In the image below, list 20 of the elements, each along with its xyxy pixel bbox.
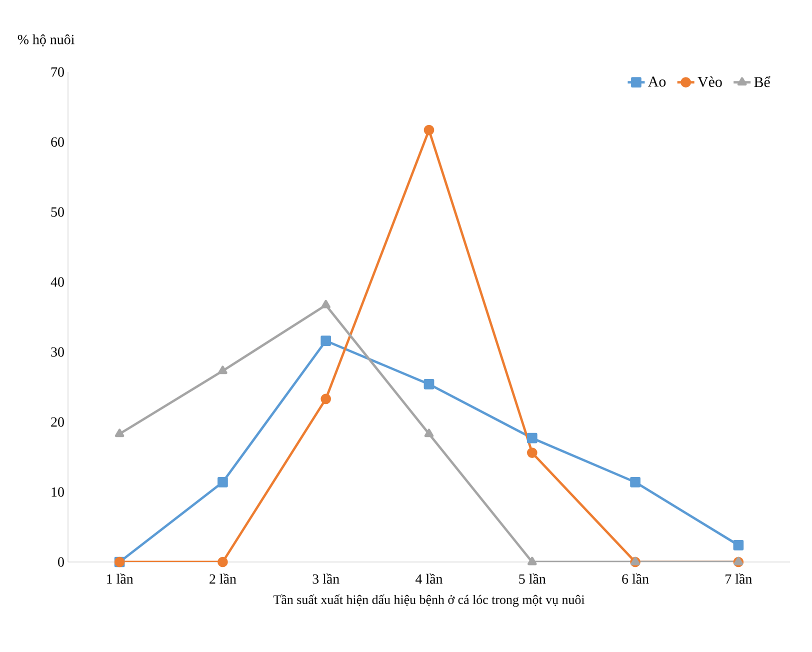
x-axis-title: Tần suất xuất hiện dấu hiệu bệnh ở cá lóc trong một vụ nuôi <box>273 594 585 607</box>
x-tick-label: 1 lần <box>107 573 134 584</box>
legend-label: Ao <box>648 76 666 87</box>
x-tick-label: 2 lần <box>210 573 236 584</box>
x-tick-label: 6 lần <box>622 573 649 584</box>
y-tick-label: 40 <box>50 277 64 287</box>
y-tick-label: 10 <box>52 487 64 497</box>
y-tick-label: 0 <box>58 557 64 567</box>
y-tick-label: 70 <box>51 67 64 77</box>
y-axis-title: % hộ nuôi <box>18 34 74 46</box>
y-tick-label: 60 <box>51 137 64 147</box>
x-tick-label: 7 lần <box>726 573 752 584</box>
legend-label: Vèo <box>698 76 722 88</box>
x-tick-label: 5 lần <box>519 573 546 584</box>
y-tick-label: 20 <box>51 417 64 427</box>
legend-label: Bể <box>754 76 770 88</box>
y-tick-label: 50 <box>51 207 64 217</box>
y-tick-label: 30 <box>51 347 64 357</box>
x-tick-label: 3 lần <box>312 573 340 584</box>
x-tick-label: 4 lần <box>416 573 443 584</box>
